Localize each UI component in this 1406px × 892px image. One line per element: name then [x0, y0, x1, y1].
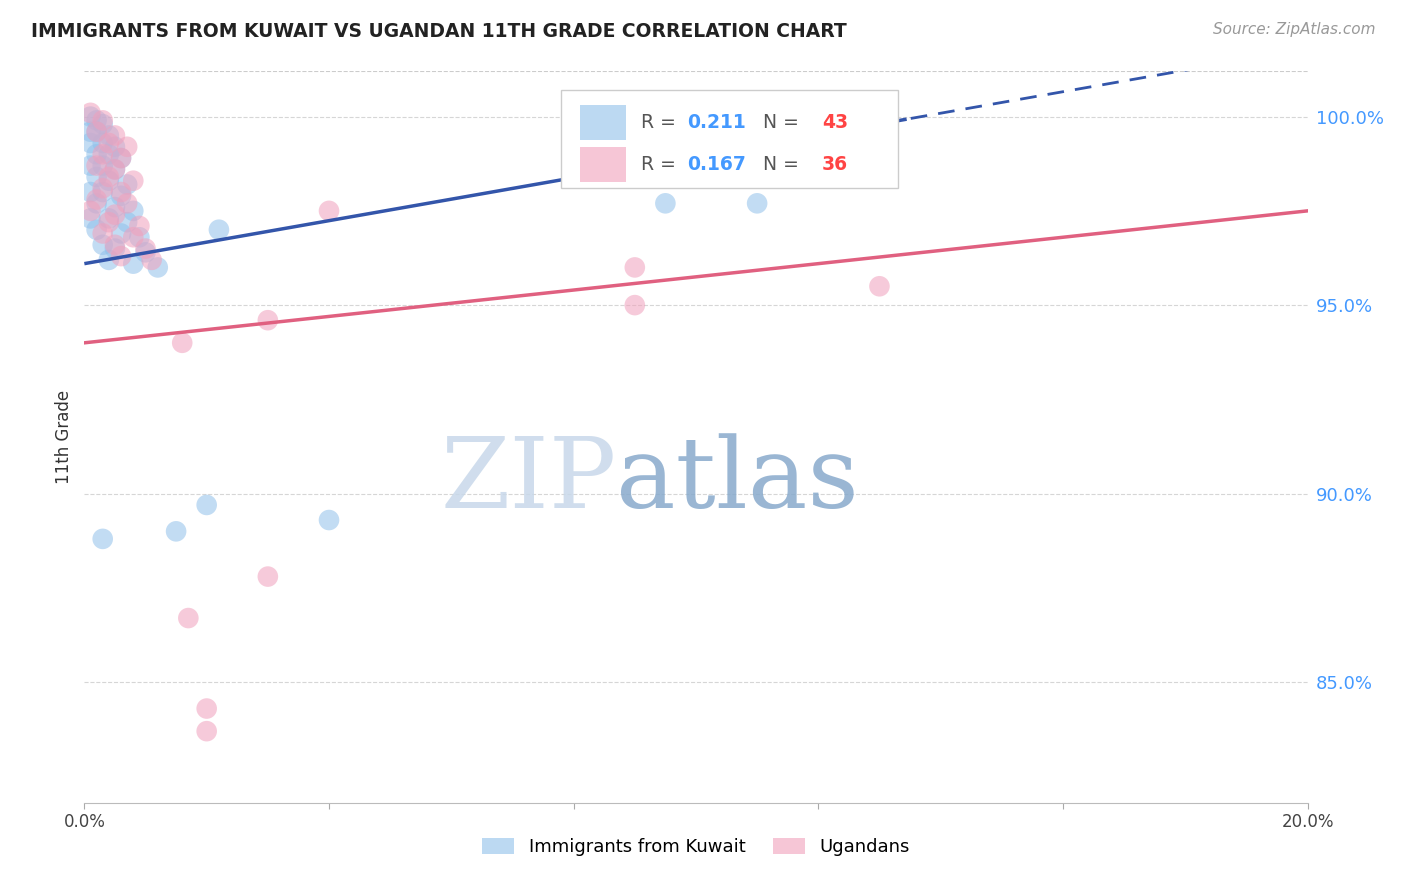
Text: atlas: atlas [616, 434, 859, 529]
Point [91, 147, 114, 161]
Point [195, 724, 218, 739]
Legend: Immigrants from Kuwait, Ugandans: Immigrants from Kuwait, Ugandans [475, 830, 917, 863]
Point [91, 237, 114, 252]
Point [86, 193, 108, 207]
Point [195, 701, 218, 715]
Point [128, 219, 150, 233]
Point [86, 125, 108, 139]
Point [110, 185, 132, 199]
Text: IMMIGRANTS FROM KUWAIT VS UGANDAN 11TH GRADE CORRELATION CHART: IMMIGRANTS FROM KUWAIT VS UGANDAN 11TH G… [31, 22, 846, 41]
Point [141, 252, 163, 267]
Point [128, 230, 150, 244]
Point [318, 203, 340, 218]
Point [86, 223, 108, 237]
Point [86, 159, 108, 173]
Point [79, 185, 101, 199]
Point [104, 242, 127, 256]
Point [79, 110, 101, 124]
Point [869, 279, 891, 293]
Point [135, 245, 157, 260]
Point [110, 188, 132, 202]
Point [97, 128, 120, 143]
Point [86, 147, 108, 161]
Point [97, 211, 120, 226]
Point [115, 215, 138, 229]
Point [115, 196, 138, 211]
Point [97, 252, 120, 267]
Point [115, 140, 138, 154]
Point [91, 113, 114, 128]
Point [654, 196, 676, 211]
Text: ZIP: ZIP [440, 434, 616, 529]
Point [195, 498, 218, 512]
Text: 36: 36 [823, 155, 848, 174]
Point [79, 105, 101, 120]
Point [747, 196, 769, 211]
FancyBboxPatch shape [561, 90, 898, 188]
Point [257, 569, 280, 583]
Point [97, 147, 120, 161]
Point [91, 136, 114, 150]
Point [86, 196, 108, 211]
Text: Source: ZipAtlas.com: Source: ZipAtlas.com [1212, 22, 1375, 37]
Point [110, 151, 132, 165]
Point [146, 260, 169, 275]
Text: 0.211: 0.211 [688, 113, 747, 132]
Point [257, 313, 280, 327]
Point [110, 151, 132, 165]
Point [79, 136, 101, 150]
Point [104, 208, 127, 222]
Point [110, 249, 132, 263]
Point [104, 162, 127, 177]
Point [122, 174, 145, 188]
Point [135, 242, 157, 256]
Point [86, 169, 108, 184]
Point [97, 136, 120, 150]
Point [104, 162, 127, 177]
Point [91, 181, 114, 195]
Point [86, 125, 108, 139]
Point [91, 159, 114, 173]
Point [110, 227, 132, 241]
Point [122, 257, 145, 271]
Point [91, 185, 114, 199]
FancyBboxPatch shape [579, 147, 626, 182]
Point [177, 611, 200, 625]
Point [115, 178, 138, 192]
Y-axis label: 11th Grade: 11th Grade [55, 390, 73, 484]
Point [91, 532, 114, 546]
Point [97, 174, 120, 188]
Point [104, 128, 127, 143]
Point [91, 117, 114, 131]
Point [318, 513, 340, 527]
Point [624, 260, 647, 275]
Point [165, 524, 187, 539]
Point [79, 203, 101, 218]
Point [97, 215, 120, 229]
Point [208, 223, 231, 237]
Point [97, 169, 120, 184]
Point [79, 125, 101, 139]
Text: R =: R = [641, 155, 682, 174]
Point [79, 159, 101, 173]
FancyBboxPatch shape [579, 105, 626, 140]
Point [91, 227, 114, 241]
Point [122, 230, 145, 244]
Text: 43: 43 [823, 113, 848, 132]
Point [104, 140, 127, 154]
Text: 0.167: 0.167 [688, 155, 747, 174]
Point [104, 237, 127, 252]
Point [86, 113, 108, 128]
Point [104, 200, 127, 214]
Point [79, 211, 101, 226]
Point [172, 335, 194, 350]
Point [624, 298, 647, 312]
Point [122, 203, 145, 218]
Text: N =: N = [751, 113, 804, 132]
Text: R =: R = [641, 113, 682, 132]
Text: N =: N = [751, 155, 804, 174]
